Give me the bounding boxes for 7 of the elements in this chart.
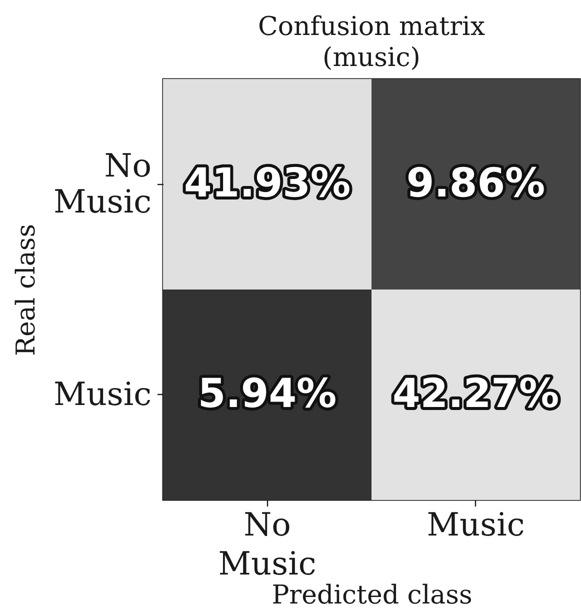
y-axis-title: Real class xyxy=(12,224,42,356)
data-label: 9.86% xyxy=(406,160,546,206)
data-label: 5.94% xyxy=(198,370,337,417)
chart-title: Confusion matrix (music) xyxy=(258,12,486,73)
data-label: 42.27% xyxy=(392,370,560,417)
x-axis-title: Predicted class xyxy=(272,580,472,610)
data-label: 41.93% xyxy=(184,160,351,206)
